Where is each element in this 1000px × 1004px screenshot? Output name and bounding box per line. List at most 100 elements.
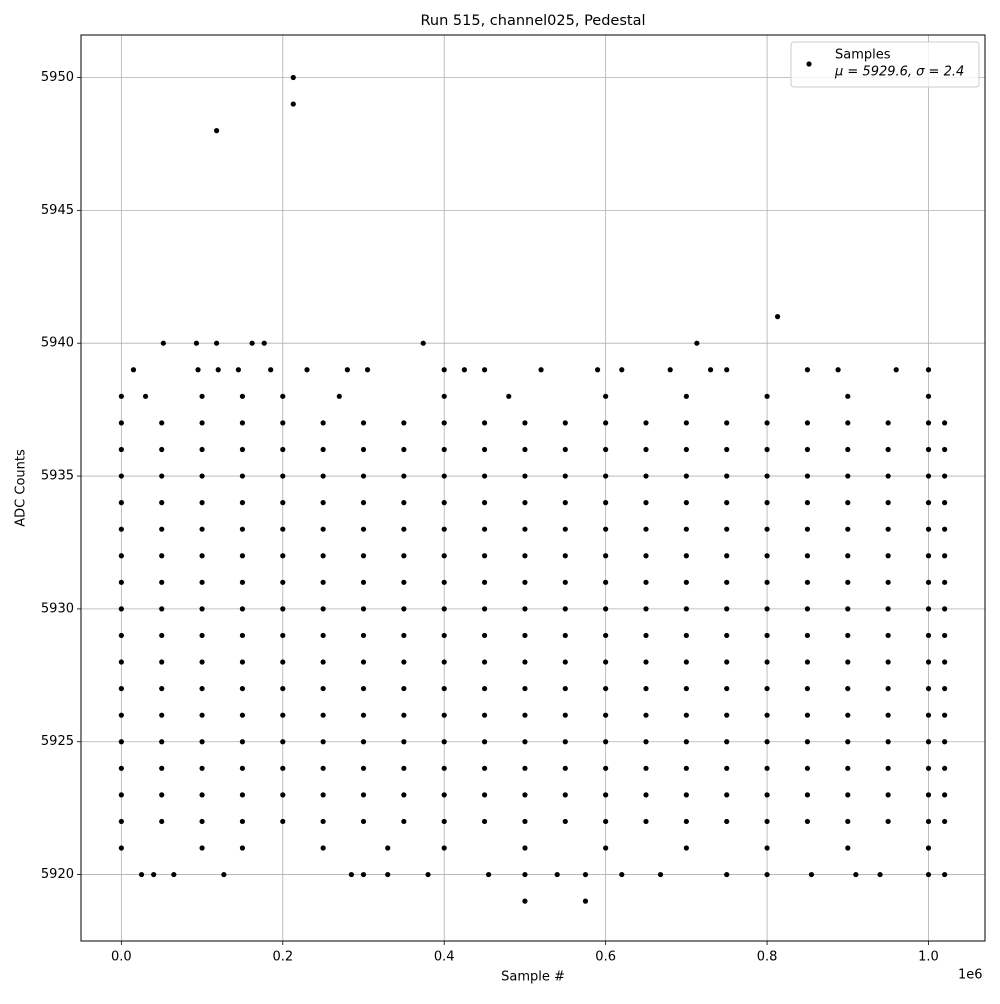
data-point <box>118 792 124 798</box>
data-point <box>764 473 770 479</box>
data-point <box>925 367 932 373</box>
data-point <box>562 420 568 426</box>
data-point <box>118 659 124 665</box>
data-point <box>643 420 649 426</box>
chart-title: Run 515, channel025, Pedestal <box>420 13 645 29</box>
data-point <box>360 739 367 745</box>
data-point <box>594 367 601 373</box>
data-point <box>239 420 246 426</box>
data-point <box>159 606 165 612</box>
data-point <box>893 367 899 373</box>
data-point <box>603 845 609 851</box>
data-point <box>522 765 528 771</box>
data-point <box>280 792 286 798</box>
data-point <box>280 473 286 479</box>
data-point <box>804 765 811 771</box>
data-point <box>481 606 488 612</box>
data-point <box>845 792 851 798</box>
data-point <box>320 659 326 665</box>
data-point <box>360 579 367 585</box>
data-point <box>159 446 165 453</box>
data-point <box>199 500 205 506</box>
y-axis-label: ADC Counts <box>14 449 29 527</box>
data-point <box>159 712 165 718</box>
data-point <box>195 367 201 373</box>
data-point <box>401 606 407 612</box>
data-point <box>845 765 851 771</box>
data-point <box>441 792 447 798</box>
data-point <box>683 473 689 479</box>
data-point <box>118 500 124 506</box>
data-point <box>885 579 891 585</box>
data-point <box>619 367 625 373</box>
data-point <box>118 685 124 692</box>
data-point <box>804 712 811 718</box>
y-tick-label: 5925 <box>41 734 74 749</box>
data-point <box>159 685 165 692</box>
data-point <box>885 765 891 771</box>
data-point <box>441 739 447 745</box>
data-point <box>441 393 447 399</box>
data-point <box>239 765 246 771</box>
data-point <box>603 500 609 506</box>
data-point <box>925 500 932 506</box>
data-point <box>643 818 649 825</box>
data-point <box>885 632 891 639</box>
data-point <box>159 632 165 639</box>
legend-note: μ = 5929.6, σ = 2.4 <box>834 65 964 80</box>
data-point <box>441 765 447 771</box>
data-point <box>764 393 770 399</box>
y-tick-label: 5935 <box>41 469 74 484</box>
data-point <box>925 420 932 426</box>
data-point <box>441 606 447 612</box>
data-point <box>441 446 447 453</box>
data-point <box>481 739 488 745</box>
data-point <box>885 473 891 479</box>
data-point <box>364 367 371 373</box>
data-point <box>320 420 326 426</box>
data-point <box>925 473 932 479</box>
data-point <box>481 659 488 665</box>
data-point <box>360 659 367 665</box>
data-point <box>199 845 205 851</box>
data-point <box>159 579 165 585</box>
data-point <box>942 579 948 585</box>
data-point <box>683 712 689 718</box>
data-point <box>808 871 815 878</box>
data-point <box>885 685 891 692</box>
data-point <box>360 792 367 798</box>
data-point <box>603 526 609 532</box>
data-point <box>420 340 426 346</box>
data-point <box>360 526 367 532</box>
data-point <box>118 712 124 718</box>
data-point <box>764 685 770 692</box>
data-point <box>239 579 246 585</box>
data-point <box>239 818 246 825</box>
data-point <box>845 526 851 532</box>
data-point <box>239 685 246 692</box>
data-point <box>401 526 407 532</box>
data-point <box>603 393 609 399</box>
data-point <box>481 420 488 426</box>
data-point <box>885 446 891 453</box>
data-point <box>336 393 342 399</box>
data-point <box>942 871 948 878</box>
legend: Samples μ = 5929.6, σ = 2.4 <box>790 41 980 88</box>
data-point <box>239 606 246 612</box>
legend-marker <box>806 61 812 67</box>
data-point <box>199 579 205 585</box>
x-tick-label: 0.0 <box>111 950 132 965</box>
data-point <box>118 606 124 612</box>
data-point <box>461 367 467 373</box>
data-point <box>764 712 770 718</box>
x-tick-label: 0.8 <box>757 950 778 965</box>
data-point <box>320 526 326 532</box>
data-point <box>280 632 286 639</box>
data-point <box>804 526 811 532</box>
data-point <box>239 553 246 559</box>
data-point <box>885 659 891 665</box>
data-point <box>320 500 326 506</box>
data-point <box>239 393 246 399</box>
data-point <box>401 659 407 665</box>
data-point <box>804 792 811 798</box>
